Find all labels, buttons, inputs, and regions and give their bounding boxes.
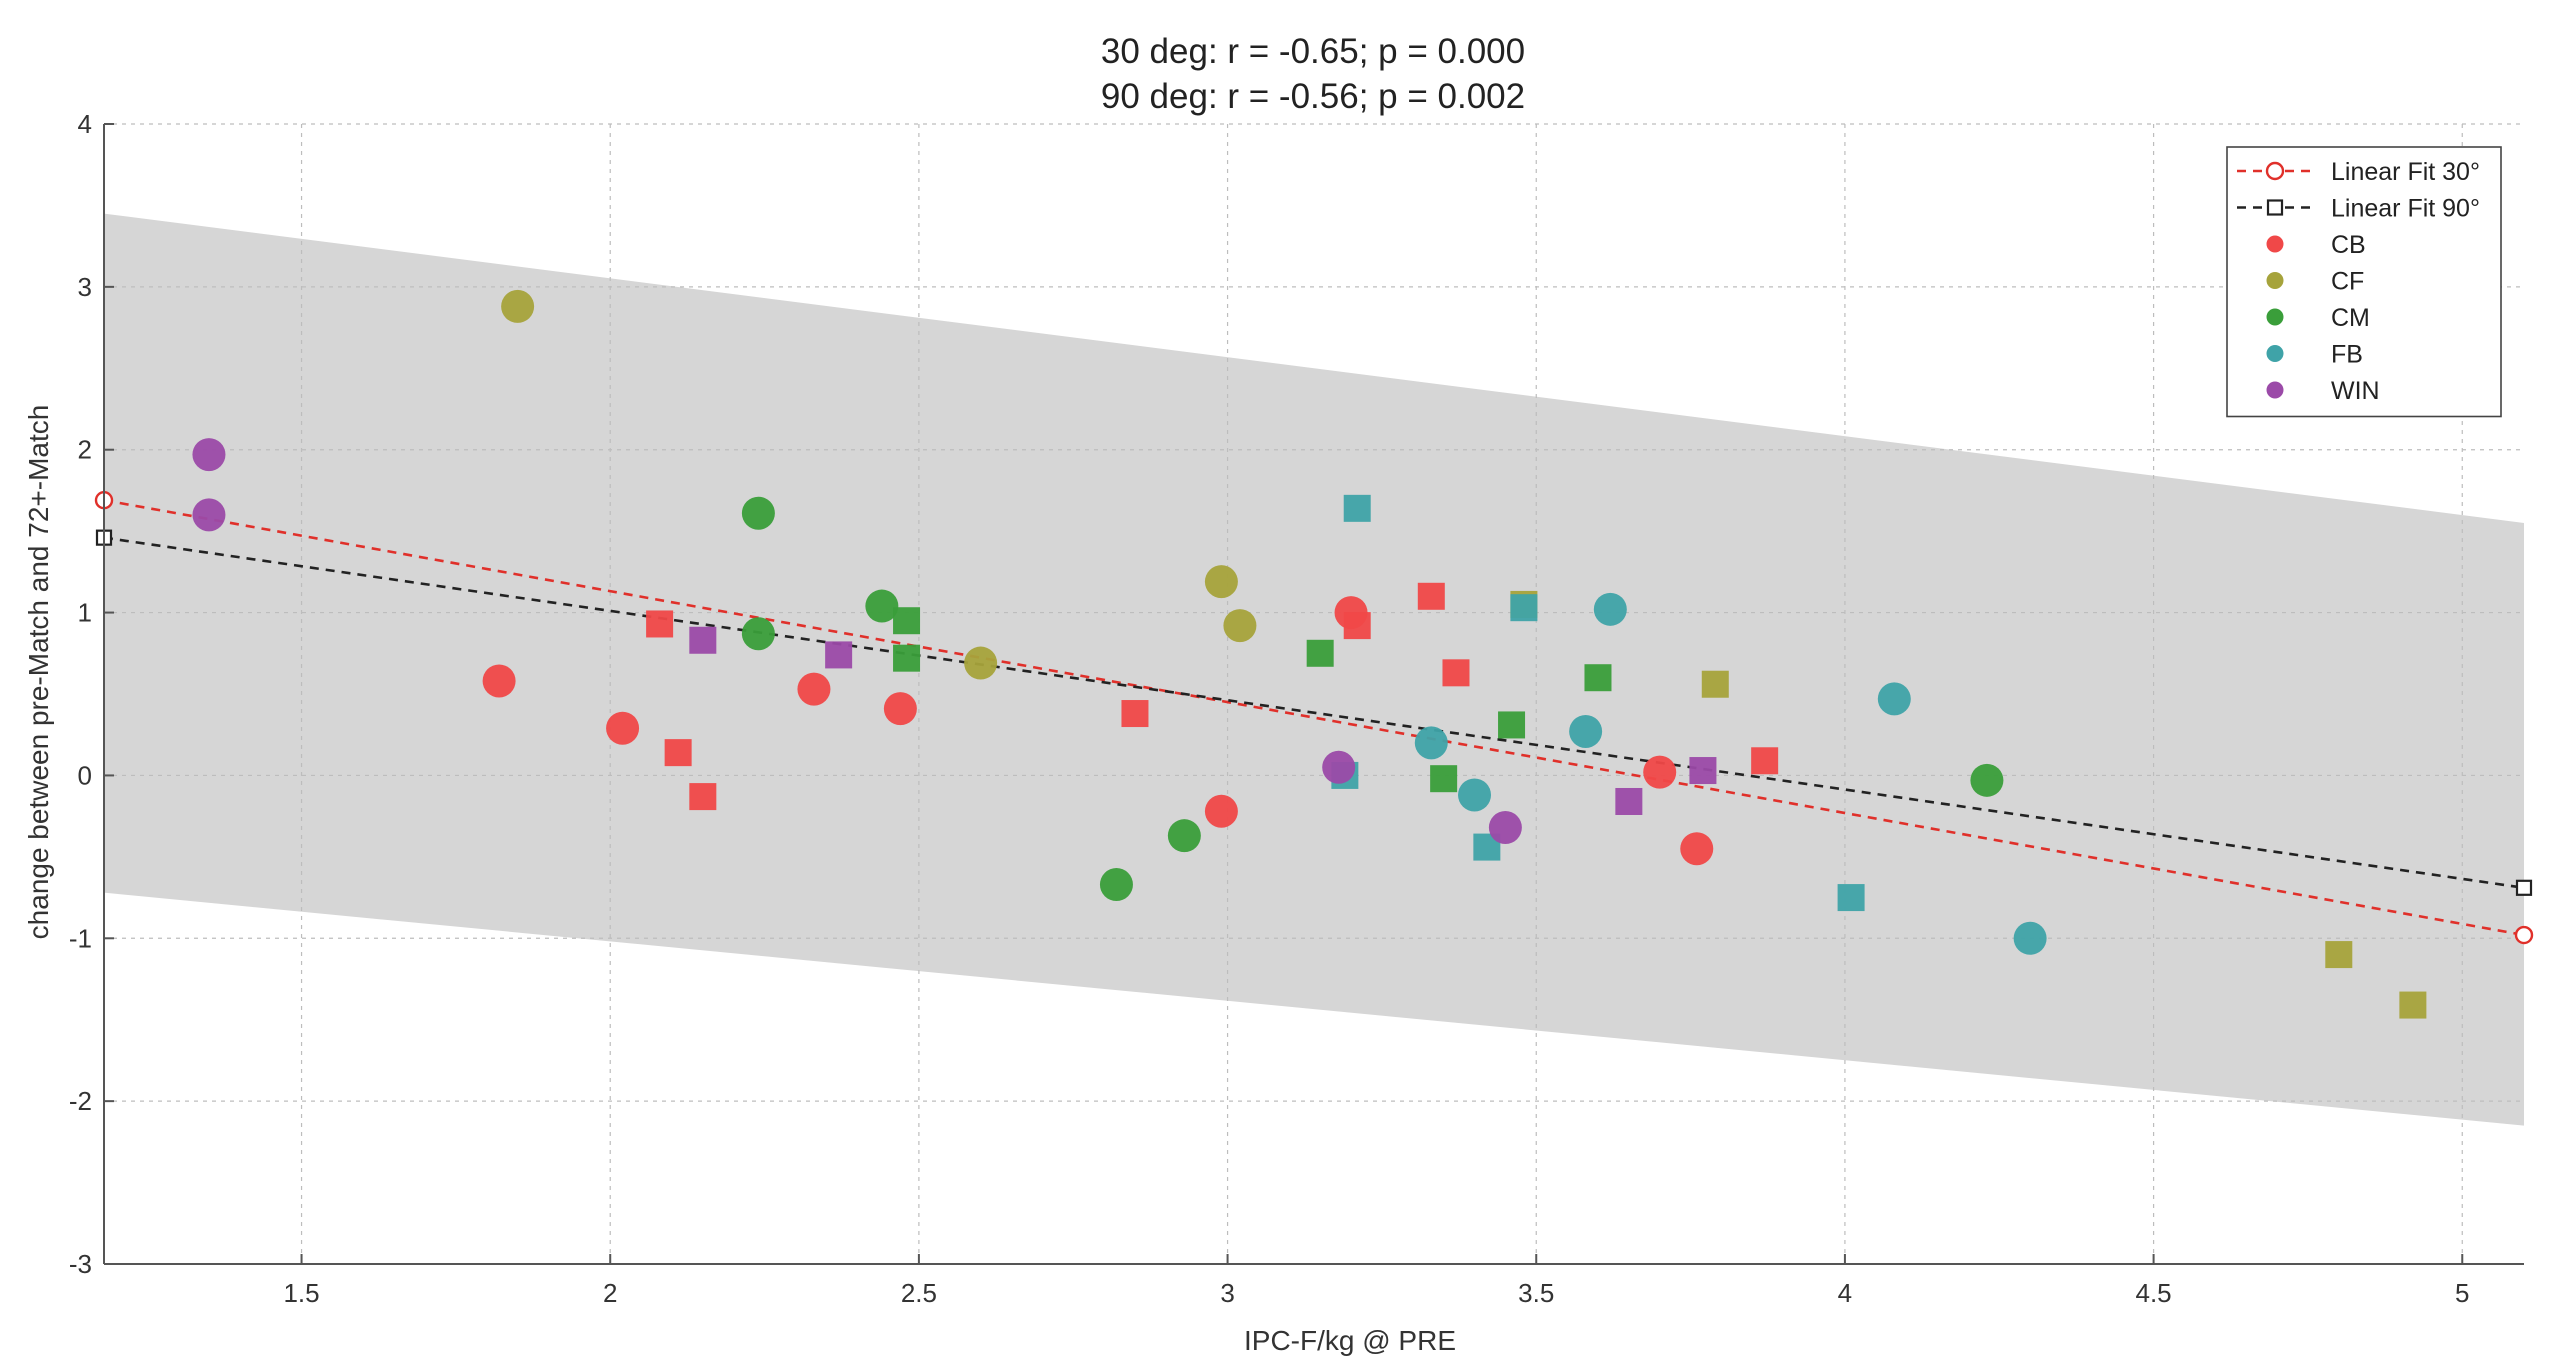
point-win-circle-1: [192, 498, 226, 532]
y-tick-label-2: -1: [69, 923, 92, 953]
x-tick-label-0: 1.5: [283, 1278, 319, 1308]
point-cm-circle-3: [1099, 868, 1133, 902]
legend-label-cb: CB: [2331, 231, 2366, 259]
point-cb-circle-7: [1680, 832, 1714, 866]
point-cm-square-5: [1584, 664, 1612, 692]
legend-label-fb: FB: [2331, 341, 2363, 369]
point-cm-circle-2: [865, 589, 899, 623]
point-cm-square-3: [1430, 765, 1458, 793]
y-axis-label: change between pre-Match and 72+-Match: [23, 405, 54, 940]
fit-end-marker-1-1: [2515, 879, 2533, 896]
chart-title-line-1: 30 deg: r = -0.65; p = 0.000: [1101, 32, 1525, 71]
legend-label-cf: CF: [2331, 268, 2364, 296]
point-cm-square-1: [893, 644, 921, 672]
point-cb-square-7: [1751, 747, 1779, 775]
point-cb-square-6: [1442, 659, 1470, 687]
point-cb-square-5: [1417, 582, 1445, 610]
point-fb-circle-1: [1458, 778, 1492, 812]
point-cb-square-1: [664, 739, 692, 767]
y-tick-label-0: -3: [69, 1249, 92, 1279]
point-cm-circle-4: [1167, 819, 1201, 853]
x-tick-label-1: 2: [603, 1278, 617, 1308]
legend-marker-win: [2266, 381, 2284, 399]
fit-end-marker-0-1: [2514, 925, 2534, 945]
chart-title-line-2: 90 deg: r = -0.56; p = 0.002: [1101, 77, 1525, 116]
point-cm-circle-1: [741, 617, 775, 651]
legend-marker-cm: [2266, 308, 2284, 326]
y-tick-label-5: 2: [78, 435, 92, 465]
y-tick-label-3: 0: [78, 760, 92, 790]
point-cf-square-3: [2399, 991, 2427, 1019]
x-tick-label-5: 4: [1838, 1278, 1852, 1308]
legend-label-cm: CM: [2331, 304, 2370, 332]
x-tick-label-7: 5: [2455, 1278, 2469, 1308]
x-tick-label-2: 2.5: [901, 1278, 937, 1308]
y-tick-label-4: 1: [78, 598, 92, 628]
point-cb-circle-2: [797, 672, 831, 706]
point-cf-circle-3: [1223, 609, 1257, 643]
point-cb-square-0: [646, 610, 674, 638]
point-win-circle-2: [1322, 750, 1356, 784]
point-cf-circle-2: [1204, 565, 1238, 599]
point-cm-square-2: [1306, 639, 1334, 667]
point-cb-square-4: [1343, 612, 1371, 640]
legend-marker-fb: [2266, 345, 2284, 362]
point-fb-circle-3: [1593, 592, 1627, 626]
point-win-circle-3: [1488, 811, 1522, 845]
point-cf-circle-1: [964, 646, 998, 680]
fit-line-1: [103, 536, 2525, 890]
x-tick-label-6: 4.5: [2136, 1278, 2172, 1308]
legend-fit-marker-1: [2266, 199, 2284, 216]
legend-marker-cf: [2266, 272, 2284, 289]
legend-label-fit-1: Linear Fit 90°: [2331, 195, 2480, 223]
fit-line-0: [103, 498, 2525, 937]
legend-label-fit-0: Linear Fit 30°: [2331, 158, 2480, 186]
y-tick-label-1: -2: [69, 1086, 92, 1116]
x-axis-label: IPC-F/kg @ PRE: [1244, 1325, 1456, 1356]
point-win-square-0: [689, 626, 717, 654]
confidence-band: [104, 213, 2524, 1126]
point-cf-square-1: [1701, 670, 1729, 698]
point-cf-square-2: [2325, 941, 2353, 969]
point-fb-circle-2: [1569, 714, 1603, 748]
legend-label-win: WIN: [2331, 377, 2380, 405]
point-cm-square-4: [1498, 711, 1526, 739]
y-tick-label-7: 4: [78, 109, 92, 139]
legend: Linear Fit 30° Linear Fit 90° CB CF CM FB WIN: [2226, 146, 2502, 418]
x-tick-label-3: 3: [1220, 1278, 1234, 1308]
point-cb-circle-6: [1643, 755, 1677, 789]
point-fb-circle-5: [2013, 921, 2047, 955]
point-cb-square-2: [689, 783, 717, 811]
point-fb-square-0: [1343, 494, 1371, 522]
point-win-square-1: [825, 641, 853, 669]
legend-marker-cb: [2266, 235, 2284, 253]
point-cf-circle-0: [501, 289, 535, 323]
point-cb-circle-0: [482, 664, 516, 698]
legend-fit-marker-0: [2265, 161, 2285, 181]
point-cm-square-0: [893, 607, 921, 635]
point-win-circle-0: [192, 438, 226, 472]
point-win-square-3: [1689, 757, 1717, 785]
point-win-square-2: [1615, 787, 1643, 815]
y-tick-label-6: 3: [78, 272, 92, 302]
point-fb-circle-4: [1877, 682, 1911, 716]
point-fb-square-4: [1837, 884, 1865, 912]
point-fb-circle-0: [1414, 726, 1448, 760]
point-cb-square-3: [1121, 700, 1149, 728]
point-cm-circle-0: [741, 496, 775, 530]
point-cm-circle-5: [1970, 763, 2004, 797]
point-cb-circle-1: [606, 711, 640, 745]
point-cb-circle-4: [1204, 794, 1238, 828]
point-fb-square-3: [1510, 594, 1538, 622]
point-cb-circle-3: [883, 692, 917, 726]
x-tick-label-4: 3.5: [1518, 1278, 1554, 1308]
